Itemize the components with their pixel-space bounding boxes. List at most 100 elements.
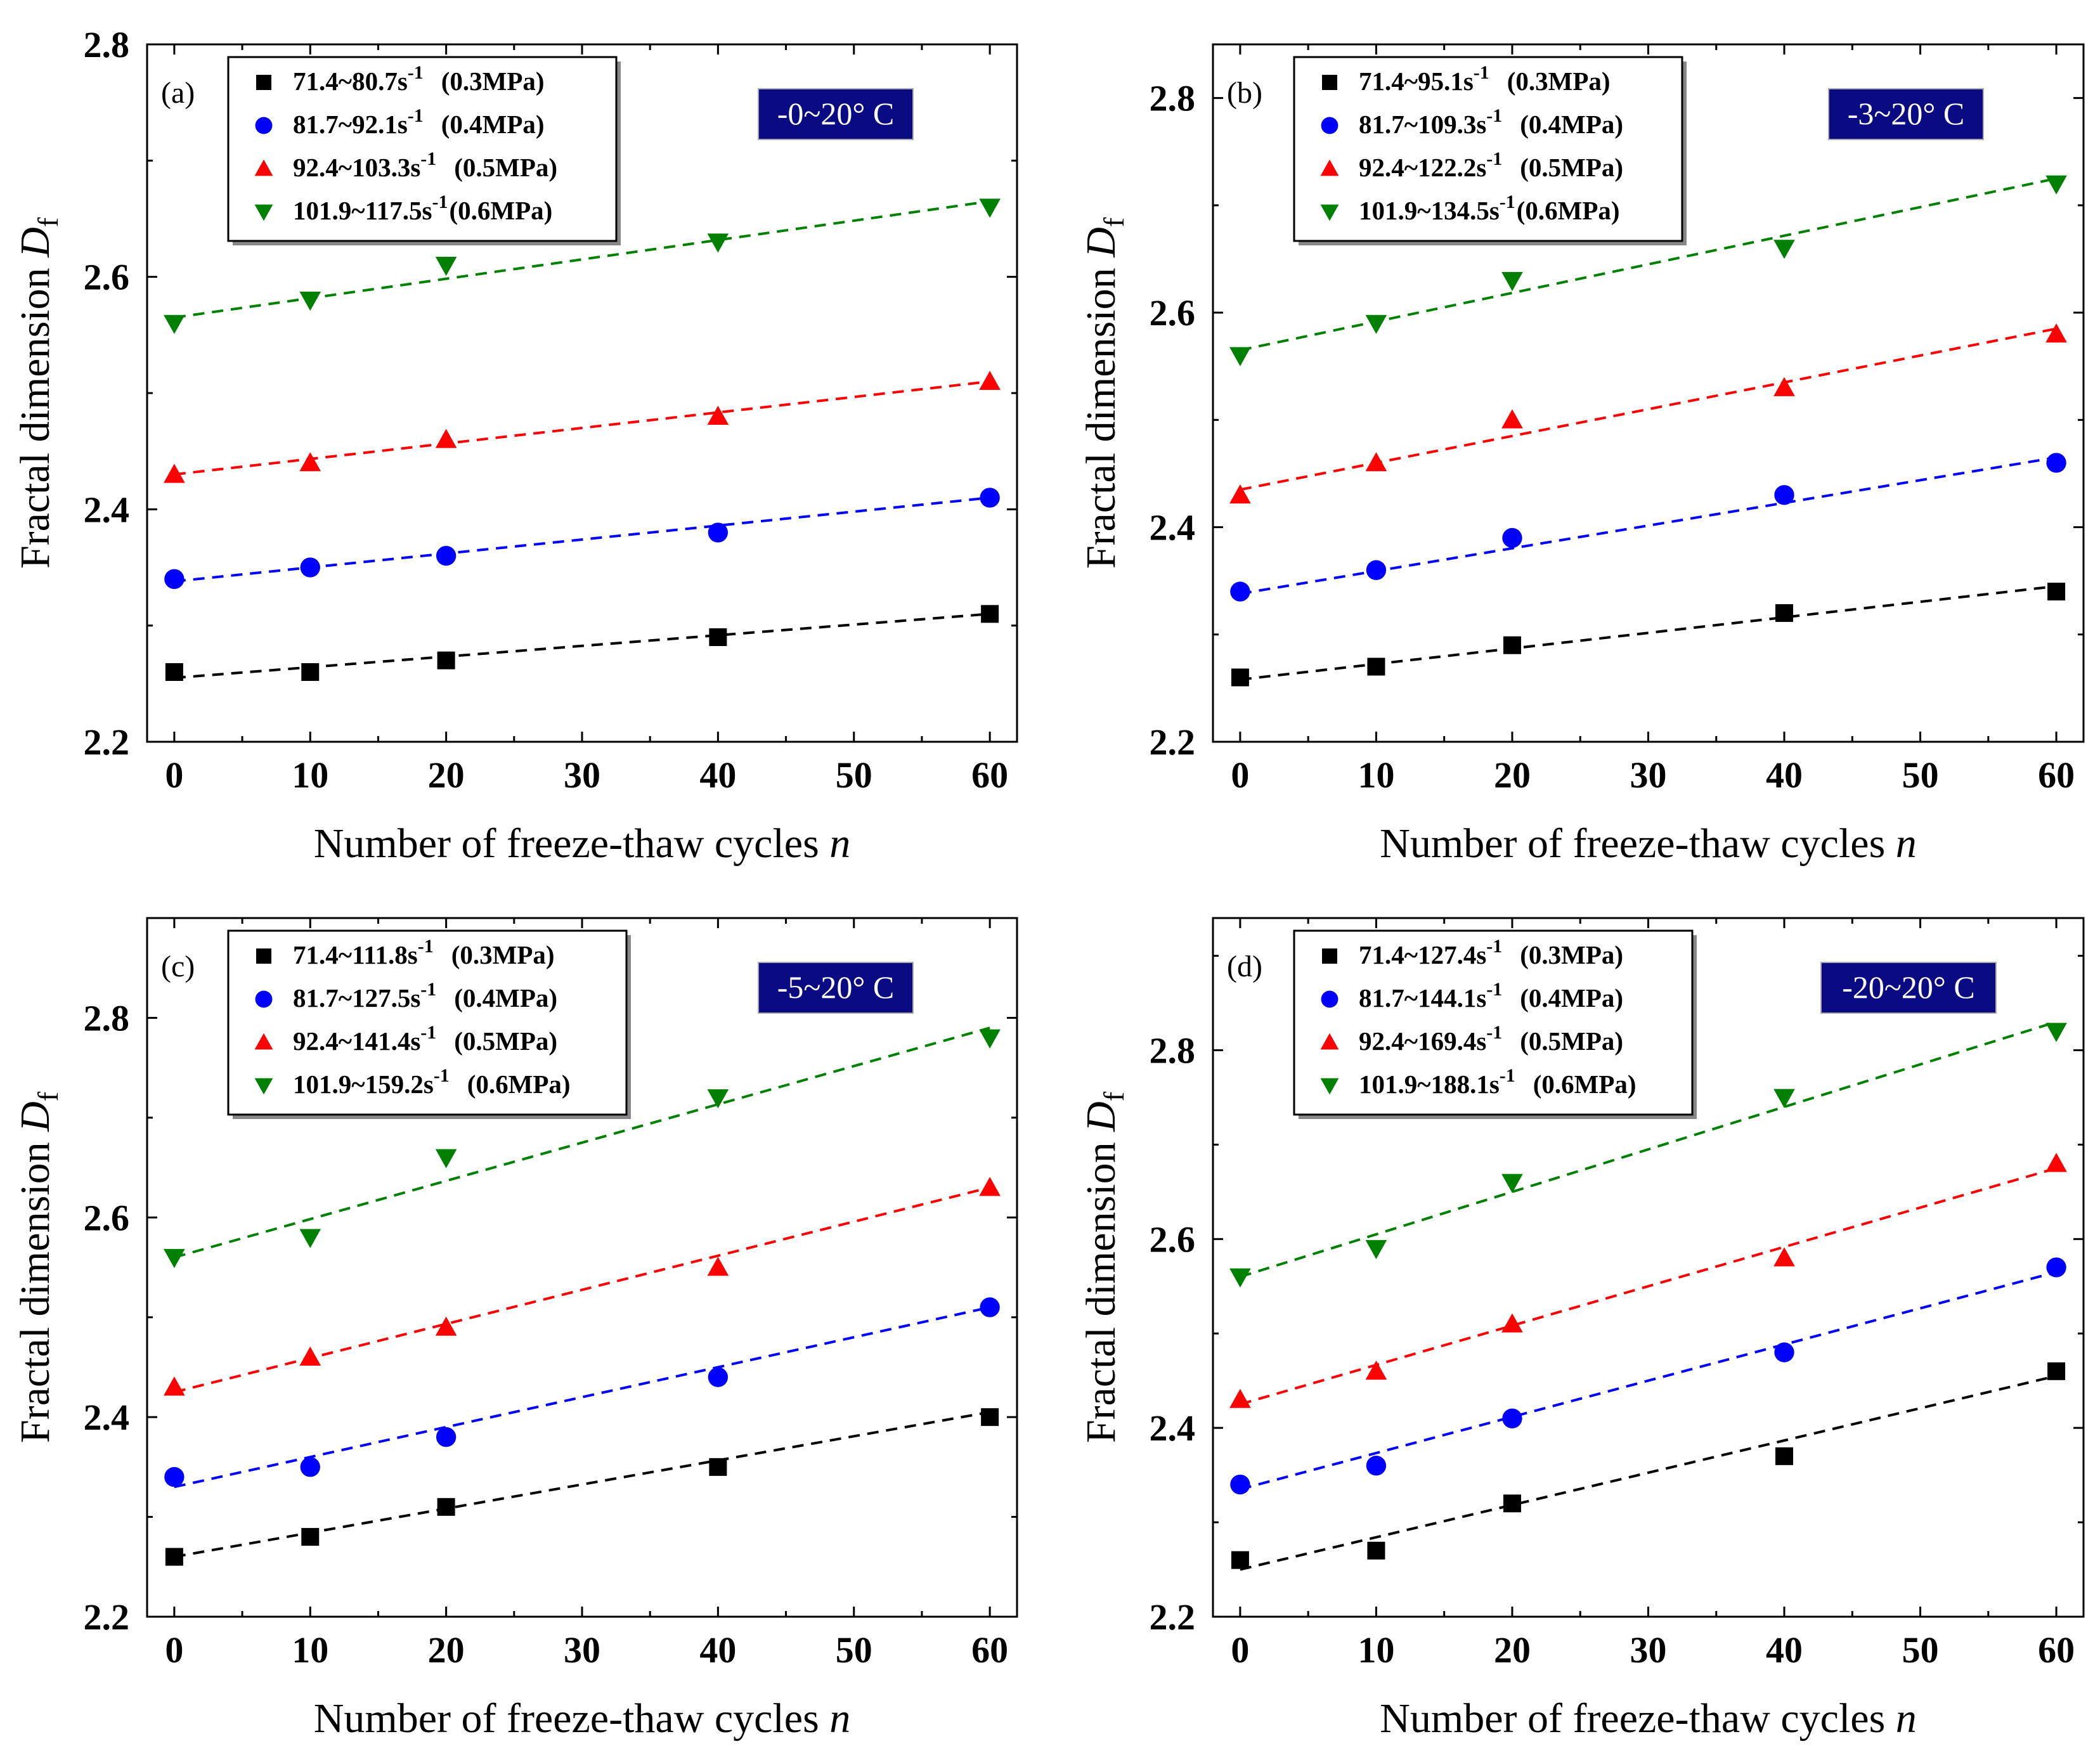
y-axis-label: Fractal dimension Df [12,1091,64,1443]
y-tick-label: 2.2 [1150,1596,1196,1638]
data-point [2045,323,2067,343]
fit-line [174,380,990,476]
data-point [1365,314,1387,334]
data-point [1229,484,1251,504]
data-point [1365,452,1387,472]
data-point [707,1257,729,1276]
panel-a: 0 10 20 30 40 50 60 2.2 2.4 2.6 2.8 Number of freez… [12,24,1018,867]
x-tick-label: 50 [836,1629,872,1671]
data-point [1365,1361,1387,1380]
x-tick-label: 60 [2038,1629,2075,1671]
data-point [299,292,321,311]
y-tick-label: 2.8 [84,24,130,65]
temperature-badge-label: -0~20° C [777,96,895,131]
data-point [436,545,457,566]
data-point [1774,485,1794,505]
data-point [1230,581,1250,602]
temperature-badge-label: -20~20° C [1842,969,1975,1005]
data-point [1367,1541,1385,1560]
data-point [979,1177,1001,1196]
temperature-badge [758,962,914,1014]
temperature-badge-label: -3~20° C [1848,96,1965,131]
y-axis-label: Fractal dimension Df [1078,217,1130,569]
data-point [437,651,455,670]
legend-marker [254,204,273,221]
x-tick-label: 50 [1902,1629,1939,1671]
legend-entry: 71.4~111.8s-1 (0.3MPa) [293,936,555,969]
data-point [980,488,1000,508]
x-tick-label: 0 [165,754,183,796]
data-point [1501,1174,1523,1193]
data-point [1775,604,1794,622]
data-point [301,1528,320,1546]
x-tick-label: 30 [1630,754,1667,796]
fit-line [174,1186,990,1394]
data-point [707,405,729,425]
data-point [1229,347,1251,366]
fit-line [1240,585,2057,681]
data-point [1230,1474,1250,1495]
legend-entry: 101.9~159.2s-1 (0.6MPa) [293,1065,571,1099]
data-point [1774,1342,1794,1362]
legend-marker [256,948,271,964]
data-point [708,1367,729,1387]
data-point [1773,377,1795,396]
legend-entry: 92.4~169.4s-1 (0.5MPa) [1359,1022,1623,1056]
data-point [1501,1313,1523,1333]
fit-line [1240,1020,2057,1278]
legend-entry: 101.9~117.5s-1(0.6MPa) [293,191,552,225]
data-point [1775,1447,1794,1465]
temperature-badge [758,88,914,140]
legend-marker [1320,1033,1339,1050]
x-tick-label: 30 [564,754,600,796]
y-tick-label: 2.4 [84,489,130,530]
x-tick-label: 30 [564,1629,600,1671]
x-tick-label: 40 [699,1629,736,1671]
legend-entry: 71.4~95.1s-1 (0.3MPa) [1359,62,1611,96]
panel-b: 0 10 20 30 40 50 60 2.2 2.4 2.6 2.8 Number of freez… [1078,43,2085,867]
legend-entry: 101.9~188.1s-1 (0.6MPa) [1359,1065,1637,1099]
data-point [709,628,727,646]
data-point [299,452,321,472]
x-tick-label: 0 [1231,1629,1249,1671]
x-tick-label: 60 [2038,754,2075,796]
x-tick-label: 10 [1358,754,1394,796]
x-tick-label: 10 [1358,1629,1394,1671]
panel-label: (d) [1227,950,1262,983]
data-point [164,1466,185,1487]
y-tick-label: 2.6 [84,1197,130,1238]
data-point [2045,1153,2067,1172]
data-point [299,1346,321,1366]
x-tick-label: 60 [971,754,1008,796]
y-tick-label: 2.4 [1150,507,1196,548]
data-point [301,663,320,681]
y-tick-label: 2.8 [84,997,130,1039]
fit-line [174,612,990,680]
panel-d: 0 10 20 30 40 50 60 2.2 2.4 2.6 2.8 Number of freez… [1078,917,2085,1742]
legend-marker [255,117,273,134]
legend-marker [1321,990,1338,1008]
y-tick-label: 2.2 [1150,721,1196,763]
x-tick-label: 50 [1902,754,1939,796]
fit-line [1240,1271,2057,1491]
data-point [1231,668,1249,687]
data-point [980,1297,1000,1317]
x-tick-label: 60 [971,1629,1008,1671]
legend-entry: 81.7~144.1s-1 (0.4MPa) [1359,979,1623,1013]
fit-line [1240,327,2057,491]
y-tick-label: 2.2 [84,721,130,763]
y-tick-label: 2.4 [84,1397,130,1438]
legend-entry: 71.4~80.7s-1 (0.3MPa) [293,62,545,96]
data-point [1229,1268,1251,1288]
legend-marker [1322,75,1337,90]
x-axis-label: Number of freeze-thaw cycles n [1380,820,1917,867]
legend-box [227,929,628,1116]
data-point [707,1089,729,1109]
x-tick-label: 50 [836,754,872,796]
panel-c: 0 10 20 30 40 50 60 2.2 2.4 2.6 2.8 Number of freez… [12,917,1018,1742]
data-point [436,1427,457,1447]
legend-box [1293,56,1683,242]
x-tick-label: 40 [699,754,736,796]
x-axis-label: Number of freeze-thaw cycles n [1380,1695,1917,1742]
